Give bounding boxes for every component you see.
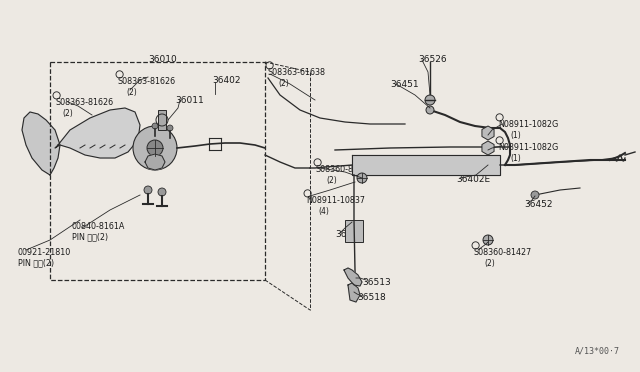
Text: S08363-61638: S08363-61638 xyxy=(268,68,326,77)
Circle shape xyxy=(167,125,173,131)
Polygon shape xyxy=(55,108,140,158)
Text: 36402E: 36402E xyxy=(456,175,490,184)
Circle shape xyxy=(152,123,158,129)
Text: 36513: 36513 xyxy=(362,278,391,287)
Text: S08360-81427: S08360-81427 xyxy=(474,248,532,257)
Text: (2): (2) xyxy=(484,259,495,268)
Text: N08911-1082G: N08911-1082G xyxy=(498,143,558,152)
Text: S08360-81427: S08360-81427 xyxy=(316,165,374,174)
Polygon shape xyxy=(22,112,60,175)
Bar xyxy=(158,110,166,130)
Circle shape xyxy=(426,106,434,114)
Polygon shape xyxy=(348,283,360,302)
Polygon shape xyxy=(344,268,362,286)
Circle shape xyxy=(357,173,367,183)
Circle shape xyxy=(158,188,166,196)
Text: 36010: 36010 xyxy=(148,55,177,64)
Text: PIN ビン(2): PIN ビン(2) xyxy=(72,232,108,241)
Circle shape xyxy=(144,186,152,194)
Text: S08363-81626: S08363-81626 xyxy=(118,77,176,86)
Text: (2): (2) xyxy=(278,79,289,88)
Text: 36011: 36011 xyxy=(175,96,204,105)
Text: PIN ビン(2): PIN ビン(2) xyxy=(18,258,54,267)
Text: (2): (2) xyxy=(62,109,73,118)
Text: N08911-10837: N08911-10837 xyxy=(306,196,365,205)
Text: S08363-81626: S08363-81626 xyxy=(55,98,113,107)
Polygon shape xyxy=(145,154,165,170)
Circle shape xyxy=(425,95,435,105)
Bar xyxy=(345,220,363,242)
Bar xyxy=(50,62,265,280)
Text: (4): (4) xyxy=(318,207,329,216)
Text: (2): (2) xyxy=(326,176,337,185)
Text: 36518: 36518 xyxy=(357,293,386,302)
Text: 36451: 36451 xyxy=(390,80,419,89)
Circle shape xyxy=(483,235,493,245)
Text: (2): (2) xyxy=(126,88,137,97)
Text: 00840-8161A: 00840-8161A xyxy=(72,222,125,231)
Circle shape xyxy=(133,126,177,170)
Text: N08911-1082G: N08911-1082G xyxy=(498,120,558,129)
Circle shape xyxy=(147,140,163,156)
Text: (1): (1) xyxy=(510,154,521,163)
Polygon shape xyxy=(352,155,500,175)
Text: 36452: 36452 xyxy=(524,200,552,209)
Text: 36526: 36526 xyxy=(418,55,447,64)
Text: 00921-21810: 00921-21810 xyxy=(18,248,71,257)
Text: 36547: 36547 xyxy=(335,230,364,239)
Text: 36402: 36402 xyxy=(212,76,241,85)
Circle shape xyxy=(531,191,539,199)
Text: (1): (1) xyxy=(510,131,521,140)
Text: A/13*00·7: A/13*00·7 xyxy=(575,346,620,355)
